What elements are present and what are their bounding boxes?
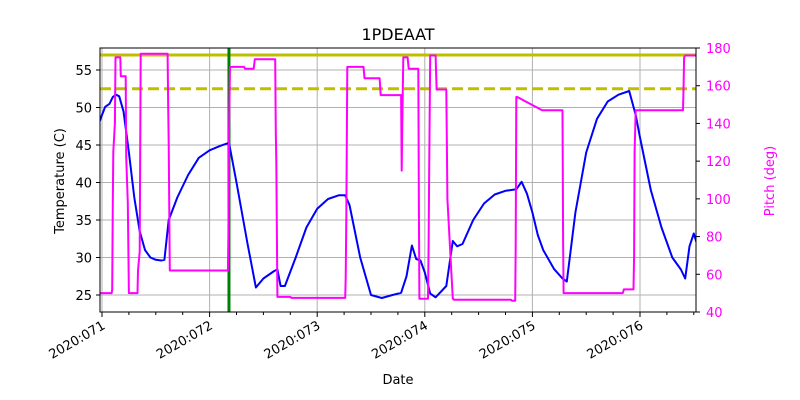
y-tick-label: 40	[75, 177, 92, 192]
y2-tick-label: 160	[706, 80, 731, 95]
y2-tick-label: 40	[706, 306, 723, 321]
y2-tick-label: 120	[706, 155, 731, 170]
y-tick-label: 30	[75, 252, 92, 267]
y-tick-label: 45	[75, 139, 92, 154]
y2-axis-label: Pitch (deg)	[763, 146, 778, 216]
y2-tick-label: 80	[706, 231, 723, 246]
chart-title: 1PDEAAT	[361, 25, 434, 44]
y-tick-label: 55	[75, 64, 92, 79]
y-tick-label: 50	[75, 102, 92, 117]
x-axis-label: Date	[382, 373, 413, 388]
grid-lines	[100, 48, 696, 312]
y-tick-label: 35	[75, 214, 92, 229]
y-axis-label: Temperature (C)	[53, 128, 68, 235]
x-axis: 2020:071 2020:072 2020:073 2020:074 2020:075…	[47, 312, 695, 363]
reference-lines	[100, 48, 696, 312]
pitch-series-line	[100, 52, 696, 302]
data-series	[100, 52, 696, 302]
y2-tick-label: 60	[706, 268, 723, 283]
y-axis-left: 25 30 35 40 45 50 55	[75, 64, 100, 304]
x-tick-label: 2020:076	[585, 318, 646, 362]
x-tick-label: 2020:075	[477, 318, 538, 362]
y2-tick-label: 100	[706, 193, 731, 208]
x-tick-label: 2020:074	[369, 318, 430, 362]
x-tick-label: 2020:073	[262, 318, 323, 362]
y2-tick-label: 180	[706, 42, 731, 57]
y2-tick-label: 140	[706, 117, 731, 132]
temperature-series-line	[100, 90, 696, 299]
y-tick-label: 25	[75, 289, 92, 304]
y-axis-right: 40 60 80 100 120 140 160 180	[696, 42, 731, 321]
x-tick-label: 2020:071	[47, 318, 108, 362]
x-tick-label: 2020:072	[154, 318, 215, 362]
